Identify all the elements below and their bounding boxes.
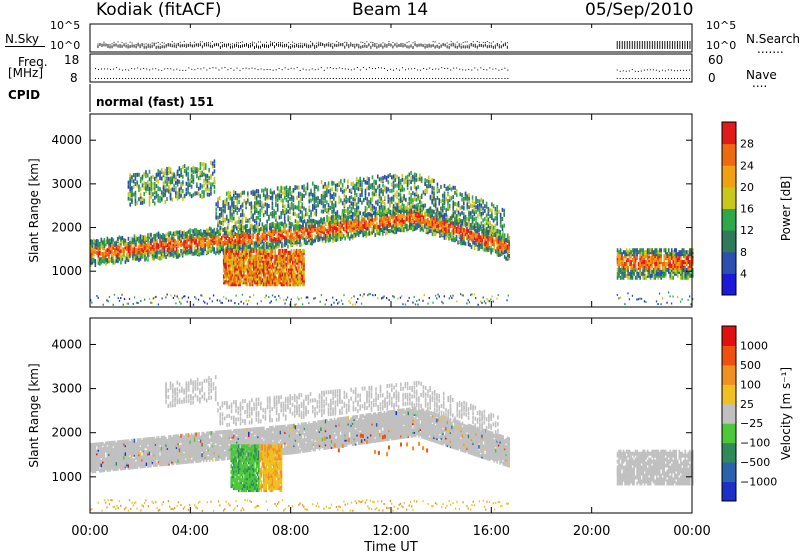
velocity-ylabel: Slant Range [km] [27,363,41,467]
power-swatch [722,122,736,145]
time-tick-label: 20:00 [573,524,610,539]
freq-tick-bottom: 8 [70,71,78,85]
power-ylabel: Slant Range [km] [27,158,41,262]
cpid-value: normal (fast) 151 [96,95,214,109]
velocity-ytick-label: 2000 [51,426,82,440]
power-ytick-label: 4000 [51,133,82,147]
freq-trace [95,67,690,79]
nave-label: Nave [746,68,777,82]
nave-dots: .... [752,76,768,90]
power-ytick-label: 3000 [51,177,82,191]
velocity-swatch [722,481,736,502]
power-ytick-label: 2000 [51,221,82,235]
freq-label-line2: [MHz] [8,66,44,80]
time-tick-label: 00:00 [71,524,108,539]
time-axis-label: Time UT [363,540,417,554]
station-title: Kodiak (fitACF) [96,0,222,20]
velocity-panel: 1000 2000 3000 4000 Slant Range [km] [27,317,694,514]
nsky-trace [97,41,691,49]
velocity-cbar-label: Velocity [m s⁻¹] [779,367,793,460]
velocity-swatch [722,345,736,366]
power-swatch [722,186,736,209]
velocity-ytick-label: 1000 [51,470,82,484]
velocity-swatch [722,423,736,444]
power-cbar-tick: 4 [740,267,747,280]
power-cbar-tick: 20 [740,181,754,194]
power-cbar-tick: 24 [740,159,754,172]
velocity-cbar-tick: 500 [740,359,761,372]
nave-tick-bottom: 0 [708,71,716,85]
power-cbar-tick: 12 [740,224,754,237]
velocity-cbar-tick: −1000 [740,476,777,489]
time-tick-label: 08:00 [272,524,309,539]
nsky-label: N.Sky [5,32,40,46]
power-swatch [722,143,736,166]
power-swatch [722,165,736,188]
velocity-swatch [722,403,736,424]
velocity-cbar-tick: 25 [740,398,754,411]
beam-title: Beam 14 [352,0,429,20]
nave-tick-top: 60 [708,53,723,67]
velocity-cbar-tick: −500 [740,456,770,469]
velocity-colorbar: 1000 500 100 25 −25 −100 −500 −1000 Velocity [m … [721,325,793,502]
velocity-ytick-label: 4000 [51,337,82,351]
velocity-swatch [722,384,736,405]
power-cbar-tick: 16 [740,203,754,216]
velocity-cbar-tick: 1000 [740,339,768,352]
velocity-ytick-label: 3000 [51,382,82,396]
freq-label-line1: Freq. [18,55,48,69]
nsearch-tick-top: 10^5 [706,19,736,32]
power-swatch [722,273,736,296]
time-tick-label: 12:00 [372,524,409,539]
time-tick-label: 00:00 [673,524,710,539]
time-axis: 00:00 04:00 08:00 12:00 16:00 20:00 00:00 Time … [71,24,711,554]
time-tick-label: 04:00 [172,524,209,539]
power-data-layer [90,159,694,306]
velocity-cbar-tick: −100 [740,437,770,450]
freq-panel: 18 8 60 0 [64,53,723,85]
date-title: 05/Sep/2010 [585,0,694,20]
velocity-cbar-tick: −25 [740,417,763,430]
velocity-swatch [722,442,736,463]
freq-tick-top: 18 [64,53,79,67]
power-colorbar: 4 8 12 16 20 24 28 Power [dB] [721,121,793,296]
power-swatch [722,251,736,274]
time-tick-label: 16:00 [473,524,510,539]
nsky-tick-top: 10^5 [50,19,80,32]
velocity-swatch [722,462,736,483]
nsky-panel: 10^5 10^0 10^5 10^0 [50,19,736,53]
nsearch-label: N.Search [746,32,800,46]
cpid-label: CPID [8,88,41,102]
power-swatch [722,208,736,231]
velocity-data-layer [90,375,694,512]
nsearch-dots: ....... [757,42,784,56]
velocity-swatch [722,326,736,346]
power-cbar-label: Power [dB] [779,176,793,241]
power-cbar-tick: 8 [740,246,747,259]
nsky-tick-bottom: 10^0 [50,39,80,52]
power-panel: 1000 2000 3000 4000 Slant Range [km] [27,113,694,308]
velocity-cbar-tick: 100 [740,378,761,391]
velocity-swatch [722,364,736,385]
power-cbar-tick: 28 [740,138,754,151]
power-ytick-label: 1000 [51,264,82,278]
power-swatch [722,230,736,253]
nsky-underline [5,46,45,47]
nsearch-tick-bottom: 10^0 [706,39,736,52]
